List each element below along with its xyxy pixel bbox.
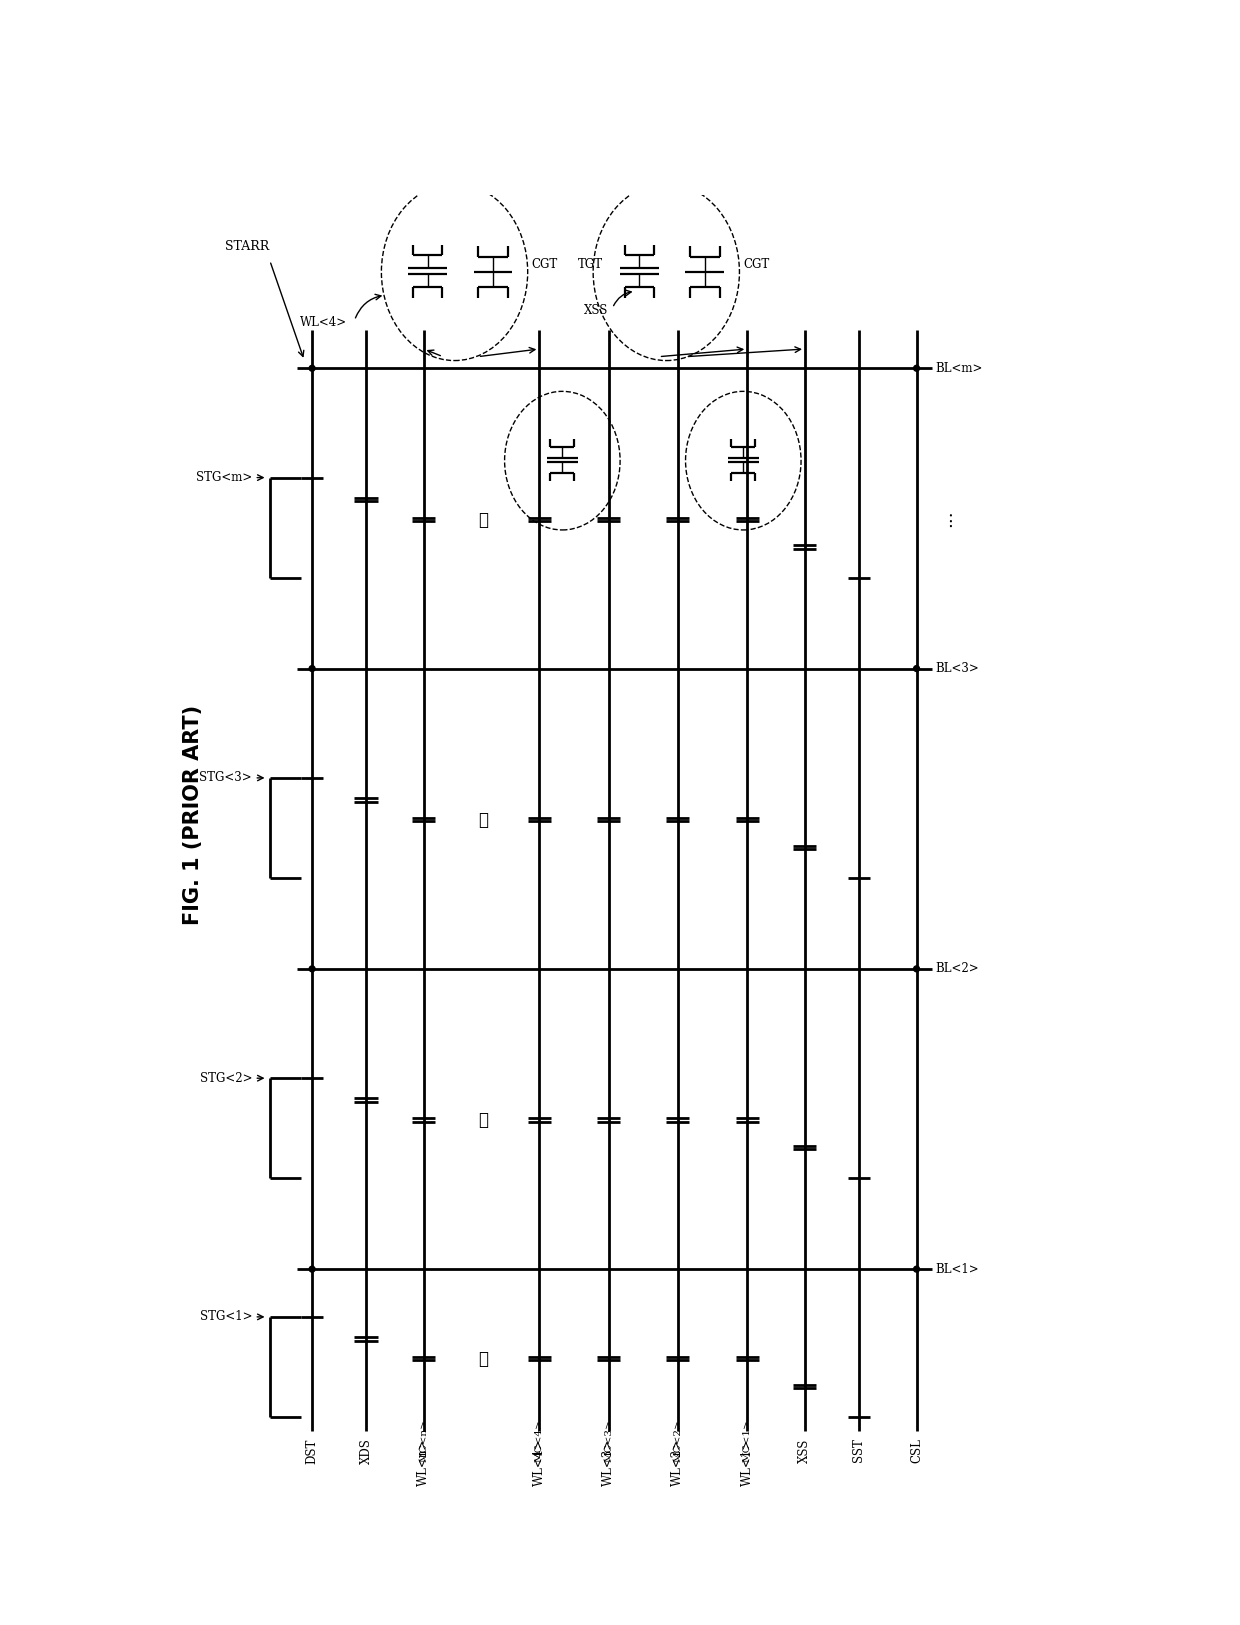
Text: XDS: XDS [360,1438,372,1464]
Text: WL<2>: WL<2> [671,1438,684,1485]
Text: WL<4>: WL<4> [533,1438,546,1485]
Circle shape [914,366,920,370]
Circle shape [914,965,920,972]
Circle shape [914,666,920,671]
Text: TGT: TGT [578,258,603,271]
Text: WL<1>: WL<1> [740,1438,754,1485]
Text: ⋯: ⋯ [479,1112,489,1129]
Circle shape [309,1266,315,1272]
Text: STG<3>: STG<3> [200,772,252,785]
Text: ⋯: ⋯ [479,1350,489,1368]
Text: WL<4>: WL<4> [300,315,347,328]
Text: ⋯: ⋯ [479,512,489,528]
Text: MC<2>: MC<2> [673,1419,682,1462]
Text: MC<4>: MC<4> [534,1419,544,1462]
Text: STARR: STARR [224,240,269,254]
Text: MC<1>: MC<1> [743,1419,751,1462]
Text: MC<n>: MC<n> [419,1419,428,1462]
Text: ...: ... [936,510,955,526]
Text: WL<3>: WL<3> [603,1438,615,1485]
Text: CSL: CSL [910,1438,923,1464]
Text: ⋯: ⋯ [479,812,489,829]
Text: CGT: CGT [743,258,770,271]
Text: CGT: CGT [532,258,558,271]
Text: BL<1>: BL<1> [936,1263,980,1276]
Text: XSS: XSS [584,304,609,317]
Text: WL<n>: WL<n> [417,1438,430,1485]
Circle shape [309,366,315,370]
Text: STG<1>: STG<1> [200,1310,252,1323]
Text: FIG. 1 (PRIOR ART): FIG. 1 (PRIOR ART) [182,705,203,925]
Text: BL<3>: BL<3> [936,661,980,674]
Circle shape [309,666,315,671]
Circle shape [309,965,315,972]
Text: DST: DST [305,1438,319,1464]
Text: STG<2>: STG<2> [200,1072,252,1086]
Text: BL<2>: BL<2> [936,962,980,975]
Text: XSS: XSS [799,1438,811,1462]
Text: SST: SST [852,1438,866,1462]
Text: MC<3>: MC<3> [604,1419,613,1462]
Circle shape [914,1266,920,1272]
Text: BL<m>: BL<m> [936,362,983,375]
Text: STG<m>: STG<m> [196,471,252,484]
